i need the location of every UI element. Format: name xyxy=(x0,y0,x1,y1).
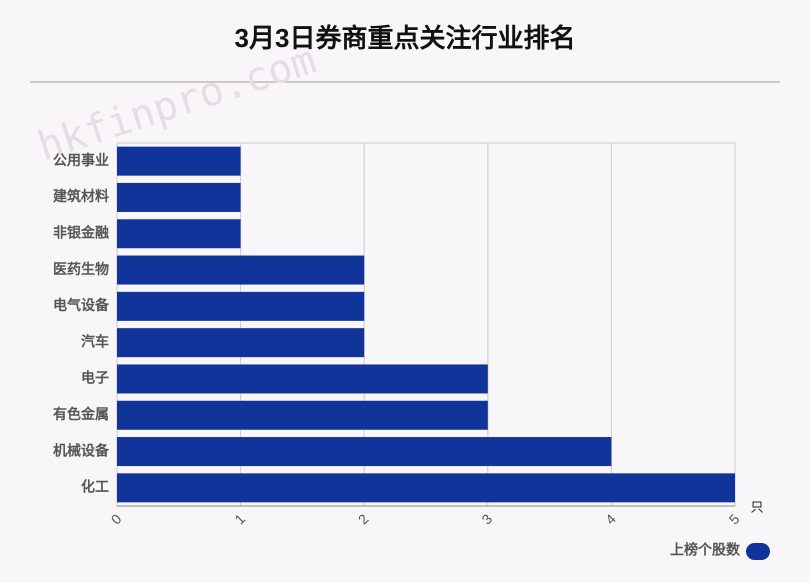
bar xyxy=(117,291,365,321)
bar xyxy=(117,473,735,503)
bar xyxy=(117,400,488,430)
y-tick-label: 建筑材料 xyxy=(53,188,109,204)
y-tick-label: 非银金融 xyxy=(53,224,109,240)
y-tick-label: 医药生物 xyxy=(53,261,109,277)
y-tick-label: 汽车 xyxy=(81,333,109,349)
legend-label: 上榜个股数 xyxy=(670,542,741,558)
y-tick-label: 机械设备 xyxy=(53,442,110,458)
y-tick-label: 公用事业 xyxy=(53,152,109,168)
x-unit: 只 xyxy=(750,499,763,514)
legend-swatch xyxy=(746,543,770,560)
y-tick-label: 电子 xyxy=(81,370,109,386)
y-tick-label: 电气设备 xyxy=(53,297,110,313)
bar xyxy=(117,437,612,467)
bar xyxy=(117,364,488,394)
y-tick-label: 有色金属 xyxy=(53,406,109,422)
bar xyxy=(117,328,365,358)
bar xyxy=(117,219,241,249)
y-tick-label: 化工 xyxy=(81,479,109,495)
bar xyxy=(117,146,241,176)
chart-title: 3月3日券商重点关注行业排名 xyxy=(235,23,576,53)
bar xyxy=(117,255,365,285)
bar xyxy=(117,182,241,212)
